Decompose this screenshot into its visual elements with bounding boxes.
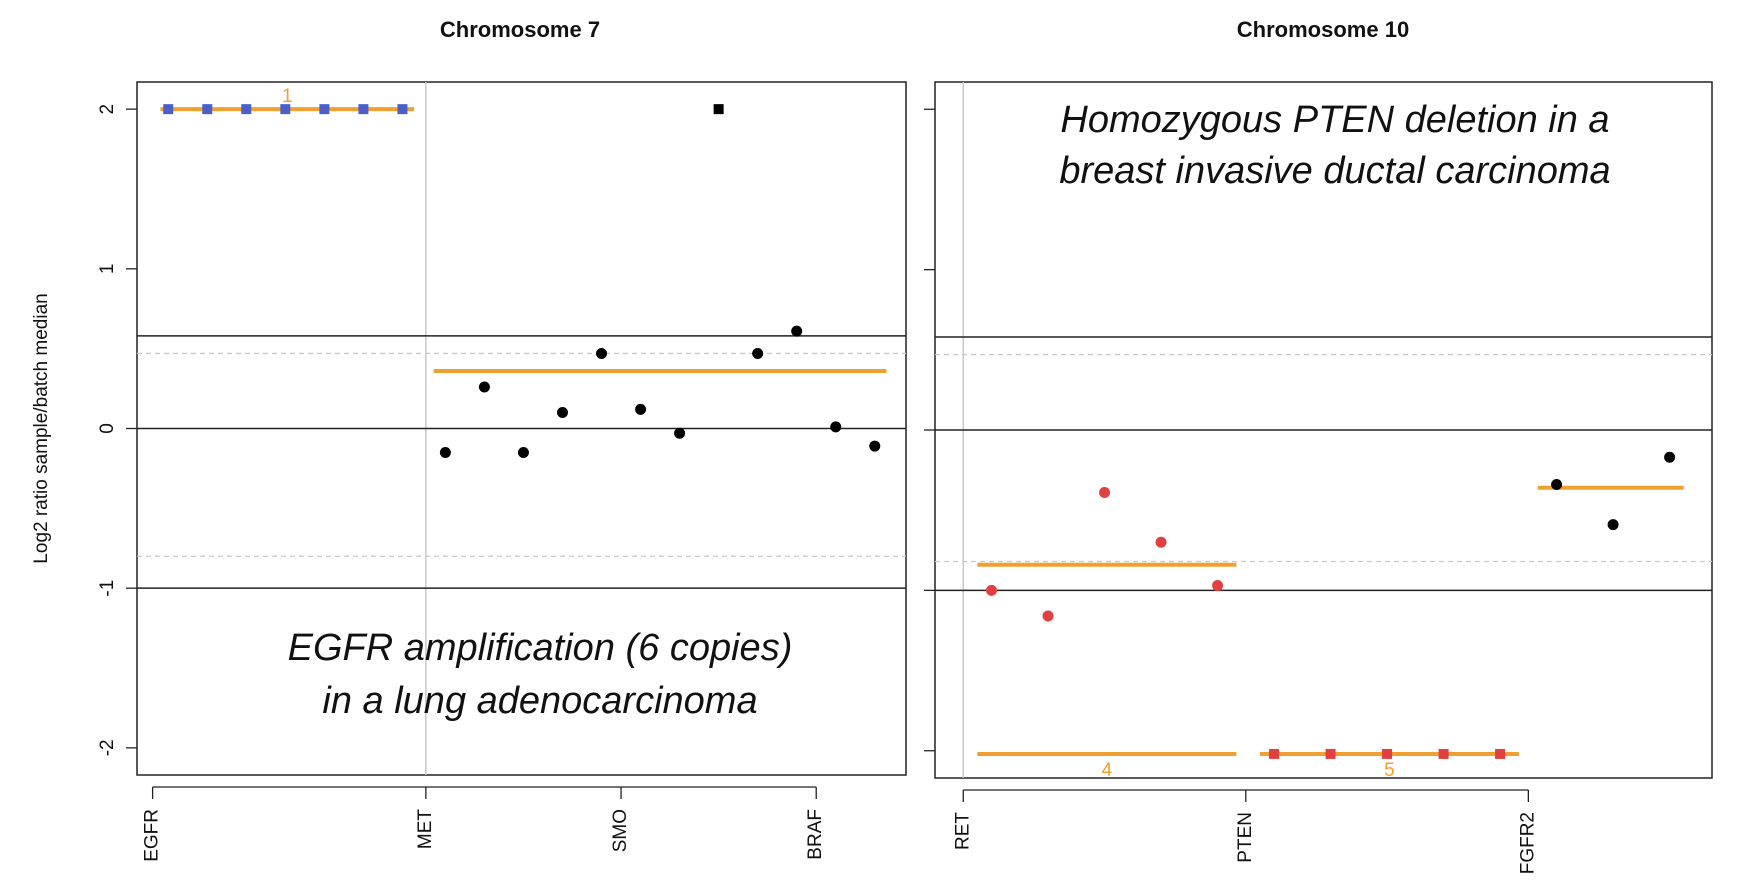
y-tick-label: 0: [97, 423, 118, 434]
data-point: [1551, 479, 1563, 491]
y-tick-label: -2: [97, 739, 118, 756]
data-point-square: [1495, 748, 1506, 759]
data-point-square: [1382, 748, 1393, 759]
panel-title: Chromosome 10: [1237, 17, 1409, 42]
data-point: [439, 446, 451, 458]
data-point: [478, 381, 490, 393]
data-point: [869, 440, 881, 452]
panel-title: Chromosome 7: [440, 17, 600, 42]
data-point: [791, 325, 803, 337]
data-point: [1099, 487, 1111, 499]
data-point: [517, 446, 529, 458]
gene-label-pten: PTEN: [1235, 812, 1256, 863]
data-point: [674, 427, 686, 439]
gene-label-braf: BRAF: [805, 809, 826, 860]
data-point: [1607, 519, 1619, 531]
data-point-square: [163, 104, 174, 115]
segment-label: 5: [1384, 760, 1395, 781]
data-point: [1212, 580, 1224, 592]
data-point: [1042, 610, 1054, 622]
data-point-square: [1269, 748, 1280, 759]
data-point: [1664, 451, 1676, 463]
gene-label-ret: RET: [952, 812, 973, 850]
data-point-square: [319, 104, 330, 115]
data-point: [1155, 536, 1167, 548]
data-point-square: [1325, 748, 1336, 759]
data-point-square: [713, 104, 724, 115]
panel-chromosome-10: Chromosome 10 RET PTEN FGFR2 4 5 Homozygous PT…: [924, 17, 1713, 874]
data-point-square: [241, 104, 252, 115]
data-point: [830, 421, 842, 433]
annotation-line: EGFR amplification (6 copies): [288, 627, 793, 669]
gene-label-smo: SMO: [610, 809, 631, 852]
data-point-square: [1438, 748, 1449, 759]
data-point: [596, 347, 608, 359]
y-axis-label: Log2 ratio sample/batch median: [31, 293, 52, 563]
annotation-line: in a lung adenocarcinoma: [322, 680, 757, 722]
y-tick-label: 1: [97, 264, 118, 275]
gene-label-met: MET: [415, 809, 436, 850]
panel-chromosome-7: Chromosome 7 2 1 0 -1 -2 Log2 ratio sample/bat…: [31, 17, 907, 862]
gene-label-fgfr2: FGFR2: [1517, 812, 1538, 874]
data-point-square: [358, 104, 369, 115]
data-point-square: [202, 104, 213, 115]
segment-label: 1: [282, 86, 293, 107]
gene-label-egfr: EGFR: [142, 809, 163, 862]
data-point: [986, 584, 998, 596]
segment-label: 4: [1102, 760, 1113, 781]
data-point: [556, 407, 568, 419]
y-tick-label: -1: [97, 580, 118, 597]
data-point: [752, 347, 764, 359]
y-tick-label: 2: [97, 104, 118, 115]
annotation-line: breast invasive ductal carcinoma: [1059, 150, 1610, 192]
data-point: [635, 403, 647, 415]
data-point-square: [280, 104, 291, 115]
annotation-line: Homozygous PTEN deletion in a: [1060, 99, 1609, 141]
data-point-square: [397, 104, 408, 115]
